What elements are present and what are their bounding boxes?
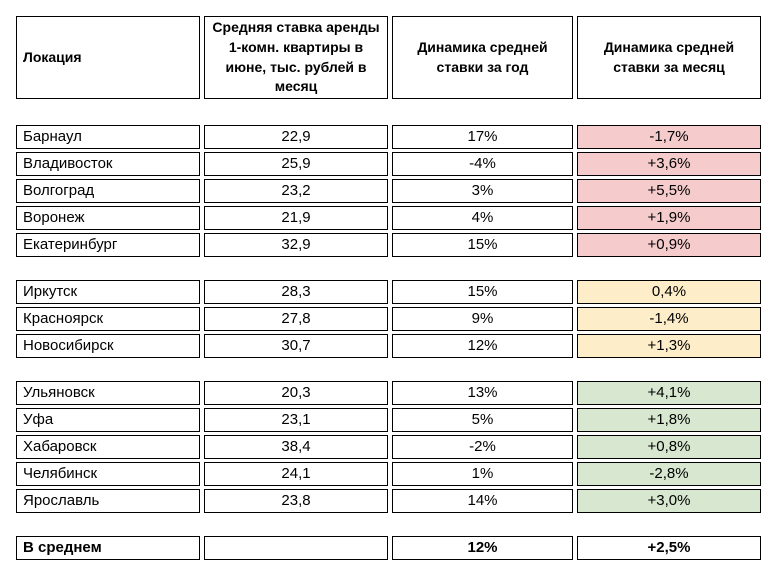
year-change-cell: 17% xyxy=(392,125,573,149)
year-change-cell: 15% xyxy=(392,233,573,257)
location-cell: Уфа xyxy=(16,408,200,432)
summary-location-cell: В среднем xyxy=(16,536,200,560)
month-change-cell: +4,1% xyxy=(577,381,761,405)
month-change-cell: 0,4% xyxy=(577,280,761,304)
table-row: Воронеж 21,9 4% +1,9% xyxy=(16,206,784,230)
rate-cell: 22,9 xyxy=(204,125,388,149)
month-change-cell: +3,0% xyxy=(577,489,761,513)
rate-cell: 23,8 xyxy=(204,489,388,513)
header-month-change: Динамика средней ставки за месяц xyxy=(577,16,761,99)
header-year-change: Динамика средней ставки за год xyxy=(392,16,573,99)
month-change-cell: +0,9% xyxy=(577,233,761,257)
header-rate: Средняя ставка аренды 1-комн. квартиры в… xyxy=(204,16,388,99)
table-header-row: Локация Средняя ставка аренды 1-комн. кв… xyxy=(16,16,784,99)
month-change-cell: +0,8% xyxy=(577,435,761,459)
summary-year-change-cell: 12% xyxy=(392,536,573,560)
rate-cell: 30,7 xyxy=(204,334,388,358)
location-cell: Хабаровск xyxy=(16,435,200,459)
table-row: Красноярск 27,8 9% -1,4% xyxy=(16,307,784,331)
table-row: Уфа 23,1 5% +1,8% xyxy=(16,408,784,432)
location-cell: Иркутск xyxy=(16,280,200,304)
summary-row: В среднем 12% +2,5% xyxy=(16,536,784,560)
year-change-cell: -2% xyxy=(392,435,573,459)
table-row: Ярославль 23,8 14% +3,0% xyxy=(16,489,784,513)
month-change-cell: -1,4% xyxy=(577,307,761,331)
year-change-cell: -4% xyxy=(392,152,573,176)
month-change-cell: +1,9% xyxy=(577,206,761,230)
month-change-cell: -1,7% xyxy=(577,125,761,149)
rate-cell: 27,8 xyxy=(204,307,388,331)
table-group-yellow: Иркутск 28,3 15% 0,4% Красноярск 27,8 9%… xyxy=(16,280,784,358)
rate-cell: 21,9 xyxy=(204,206,388,230)
rate-cell: 20,3 xyxy=(204,381,388,405)
month-change-cell: +3,6% xyxy=(577,152,761,176)
year-change-cell: 13% xyxy=(392,381,573,405)
year-change-cell: 3% xyxy=(392,179,573,203)
rate-cell: 32,9 xyxy=(204,233,388,257)
rate-cell: 25,9 xyxy=(204,152,388,176)
table-row: Екатеринбург 32,9 15% +0,9% xyxy=(16,233,784,257)
location-cell: Новосибирск xyxy=(16,334,200,358)
year-change-cell: 1% xyxy=(392,462,573,486)
location-cell: Екатеринбург xyxy=(16,233,200,257)
table-row: Хабаровск 38,4 -2% +0,8% xyxy=(16,435,784,459)
table-row: Иркутск 28,3 15% 0,4% xyxy=(16,280,784,304)
summary-month-change-cell: +2,5% xyxy=(577,536,761,560)
year-change-cell: 5% xyxy=(392,408,573,432)
year-change-cell: 4% xyxy=(392,206,573,230)
rate-cell: 24,1 xyxy=(204,462,388,486)
month-change-cell: +1,8% xyxy=(577,408,761,432)
table-row: Ульяновск 20,3 13% +4,1% xyxy=(16,381,784,405)
year-change-cell: 12% xyxy=(392,334,573,358)
rate-cell: 23,2 xyxy=(204,179,388,203)
table-row: Волгоград 23,2 3% +5,5% xyxy=(16,179,784,203)
location-cell: Ульяновск xyxy=(16,381,200,405)
year-change-cell: 15% xyxy=(392,280,573,304)
table-row: Барнаул 22,9 17% -1,7% xyxy=(16,125,784,149)
location-cell: Волгоград xyxy=(16,179,200,203)
rate-cell: 28,3 xyxy=(204,280,388,304)
rate-cell: 38,4 xyxy=(204,435,388,459)
table-group-pink: Барнаул 22,9 17% -1,7% Владивосток 25,9 … xyxy=(16,125,784,257)
location-cell: Челябинск xyxy=(16,462,200,486)
year-change-cell: 14% xyxy=(392,489,573,513)
table-row: Владивосток 25,9 -4% +3,6% xyxy=(16,152,784,176)
table-row: Челябинск 24,1 1% -2,8% xyxy=(16,462,784,486)
month-change-cell: -2,8% xyxy=(577,462,761,486)
rate-cell: 23,1 xyxy=(204,408,388,432)
location-cell: Красноярск xyxy=(16,307,200,331)
month-change-cell: +5,5% xyxy=(577,179,761,203)
year-change-cell: 9% xyxy=(392,307,573,331)
summary-rate-cell xyxy=(204,536,388,560)
month-change-cell: +1,3% xyxy=(577,334,761,358)
location-cell: Барнаул xyxy=(16,125,200,149)
location-cell: Владивосток xyxy=(16,152,200,176)
table-row: Новосибирск 30,7 12% +1,3% xyxy=(16,334,784,358)
header-location: Локация xyxy=(16,16,200,99)
location-cell: Воронеж xyxy=(16,206,200,230)
location-cell: Ярославль xyxy=(16,489,200,513)
table-group-green: Ульяновск 20,3 13% +4,1% Уфа 23,1 5% +1,… xyxy=(16,381,784,513)
